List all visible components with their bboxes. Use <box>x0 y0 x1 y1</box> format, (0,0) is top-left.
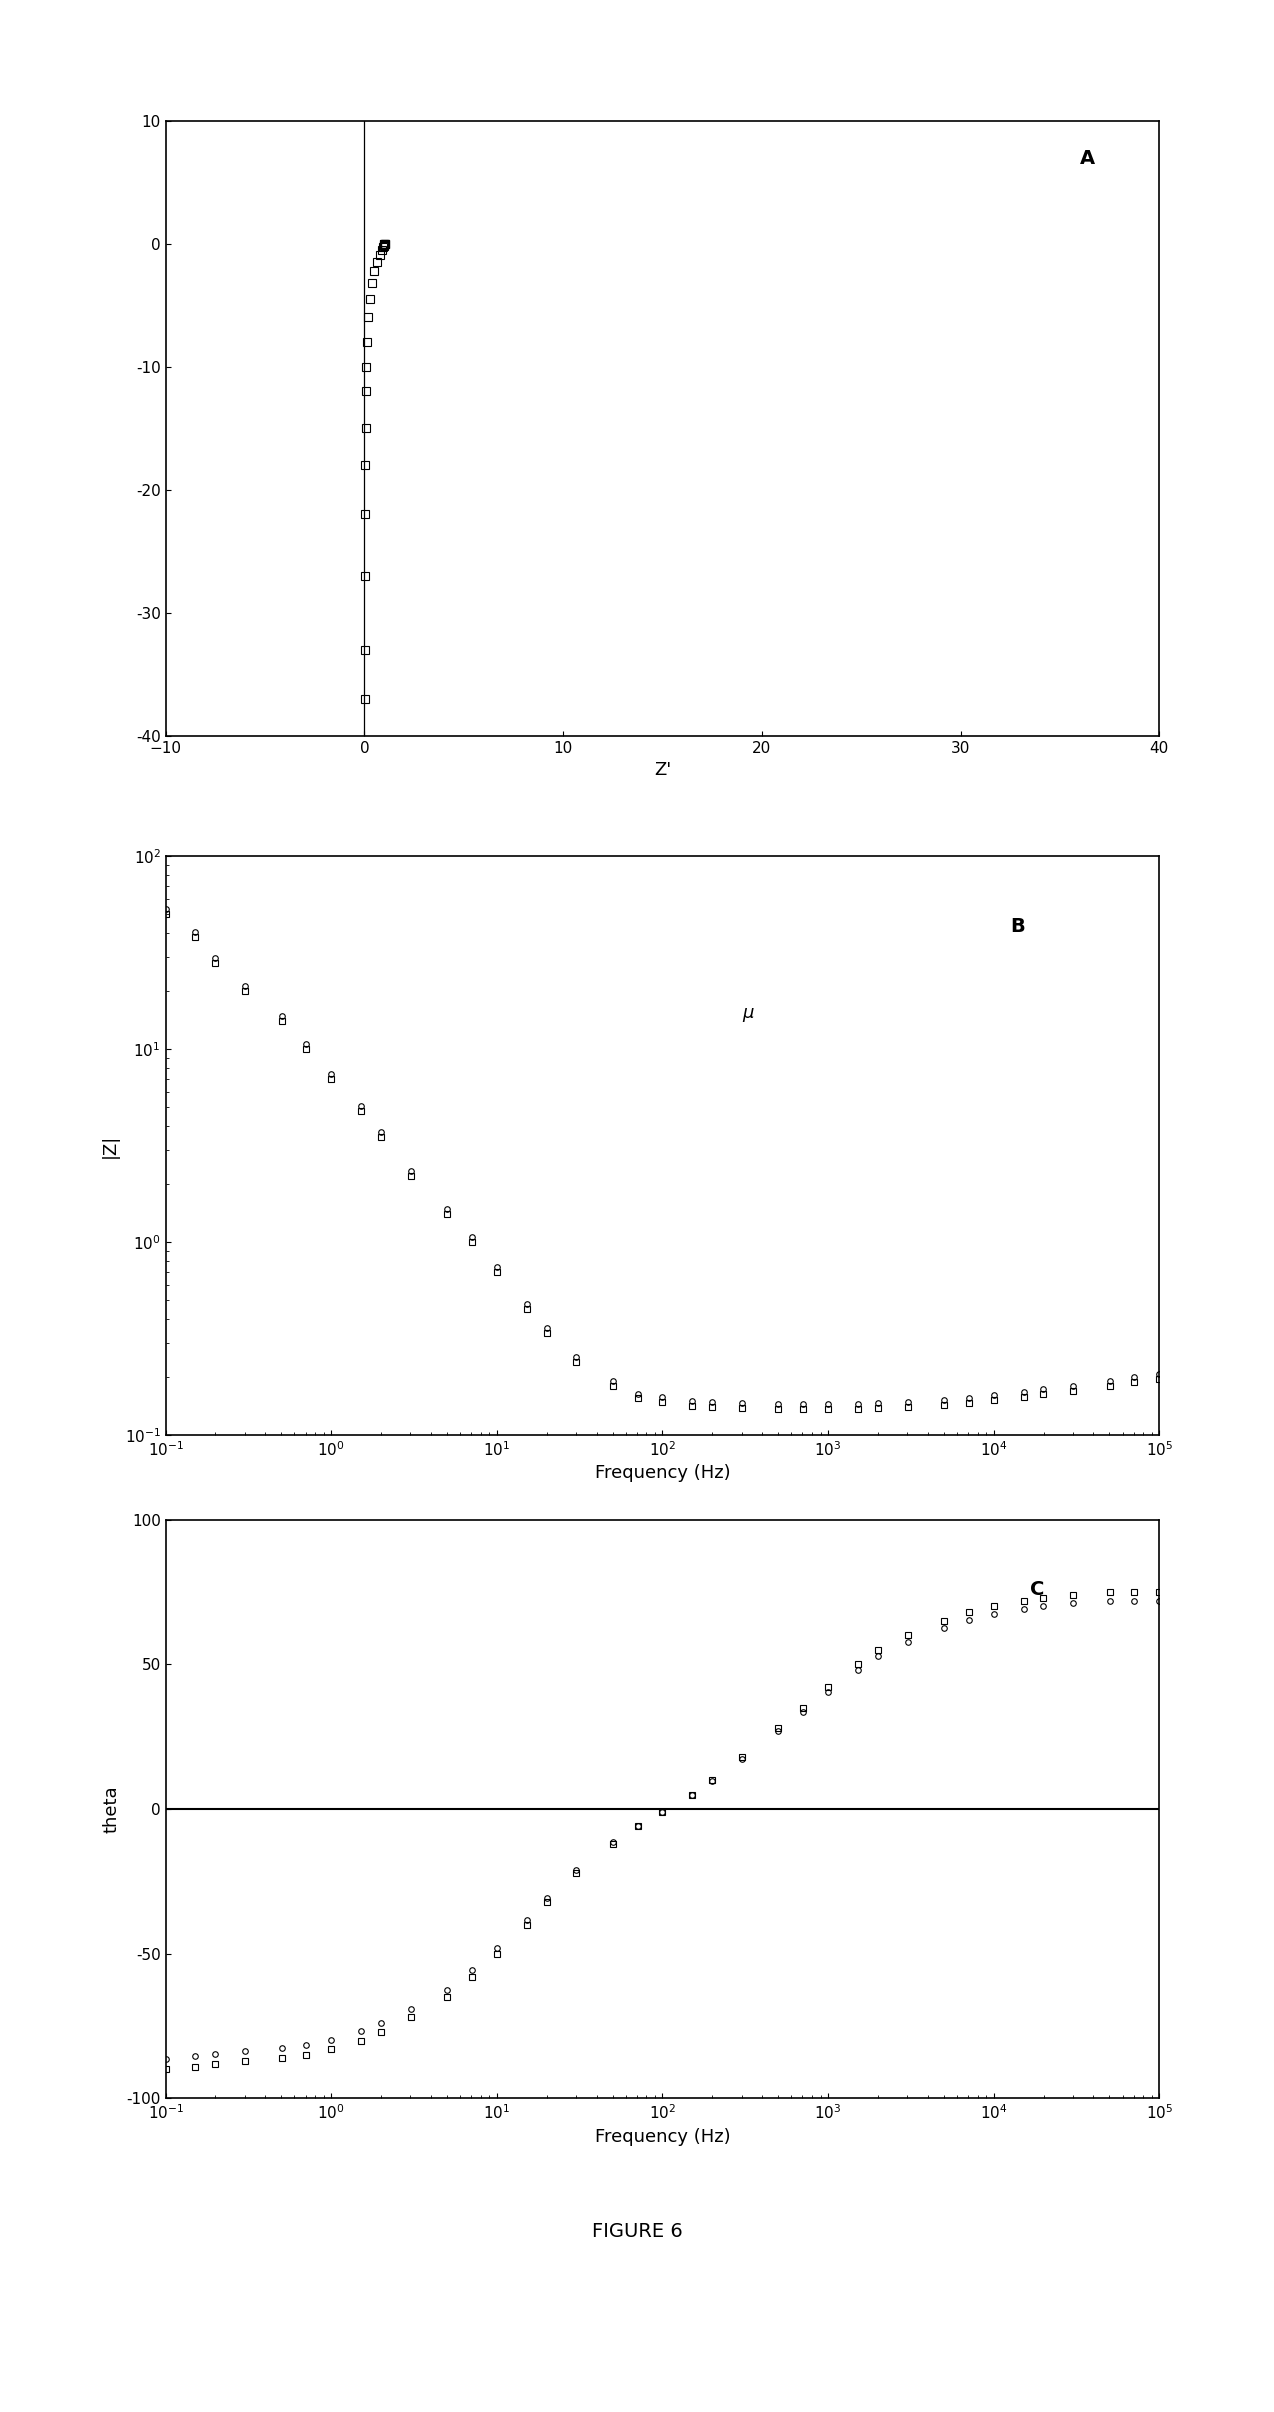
Y-axis label: |Z|: |Z| <box>101 1134 118 1158</box>
Text: B: B <box>1010 917 1026 936</box>
Y-axis label: theta: theta <box>103 1785 121 1833</box>
X-axis label: Z': Z' <box>654 762 671 779</box>
Text: μ: μ <box>741 1003 753 1023</box>
Text: FIGURE 6: FIGURE 6 <box>591 2221 683 2241</box>
Text: A: A <box>1080 150 1094 169</box>
X-axis label: Frequency (Hz): Frequency (Hz) <box>595 1464 730 1483</box>
Text: C: C <box>1031 1580 1045 1599</box>
X-axis label: Frequency (Hz): Frequency (Hz) <box>595 2127 730 2147</box>
